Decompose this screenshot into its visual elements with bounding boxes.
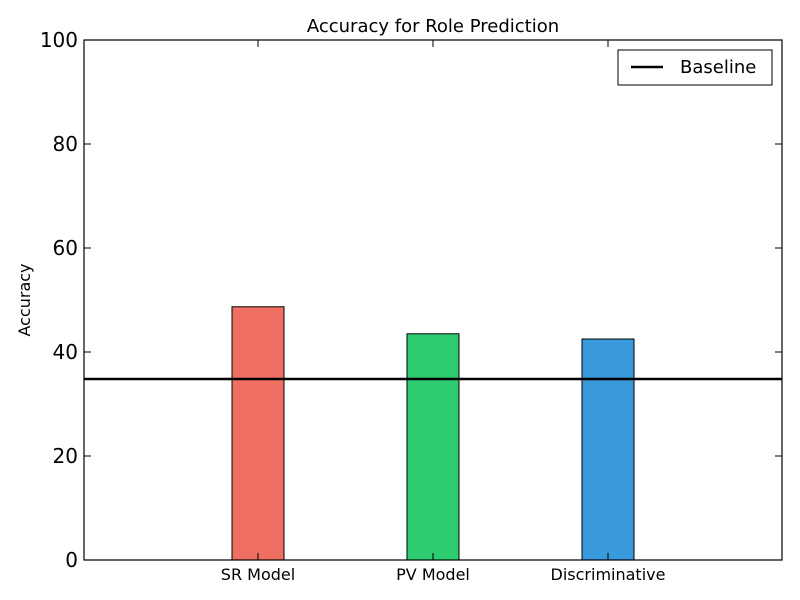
x-tick-label: PV Model (396, 565, 470, 584)
y-tick-label: 0 (65, 548, 78, 572)
bar-discriminative (581, 338, 635, 561)
bar-sr-model (231, 306, 285, 561)
chart-title: Accuracy for Role Prediction (307, 16, 559, 37)
x-tick-label: SR Model (221, 565, 295, 584)
y-tick-label: 80 (53, 132, 78, 156)
y-tick-label: 40 (53, 340, 78, 364)
legend-baseline-label: Baseline (680, 57, 756, 78)
y-axis-label: Accuracy (15, 263, 34, 336)
y-tick-label: 60 (53, 236, 78, 260)
y-tick-label: 100 (40, 28, 78, 52)
x-tick-label: Discriminative (551, 565, 666, 584)
y-tick-label: 20 (53, 444, 78, 468)
bar-pv-model (406, 333, 460, 561)
plot-frame (83, 39, 783, 561)
legend: Baseline (617, 49, 773, 86)
plot-area: 0 20 40 60 80 100 SR Model PV Model Discriminati… (40, 28, 782, 584)
